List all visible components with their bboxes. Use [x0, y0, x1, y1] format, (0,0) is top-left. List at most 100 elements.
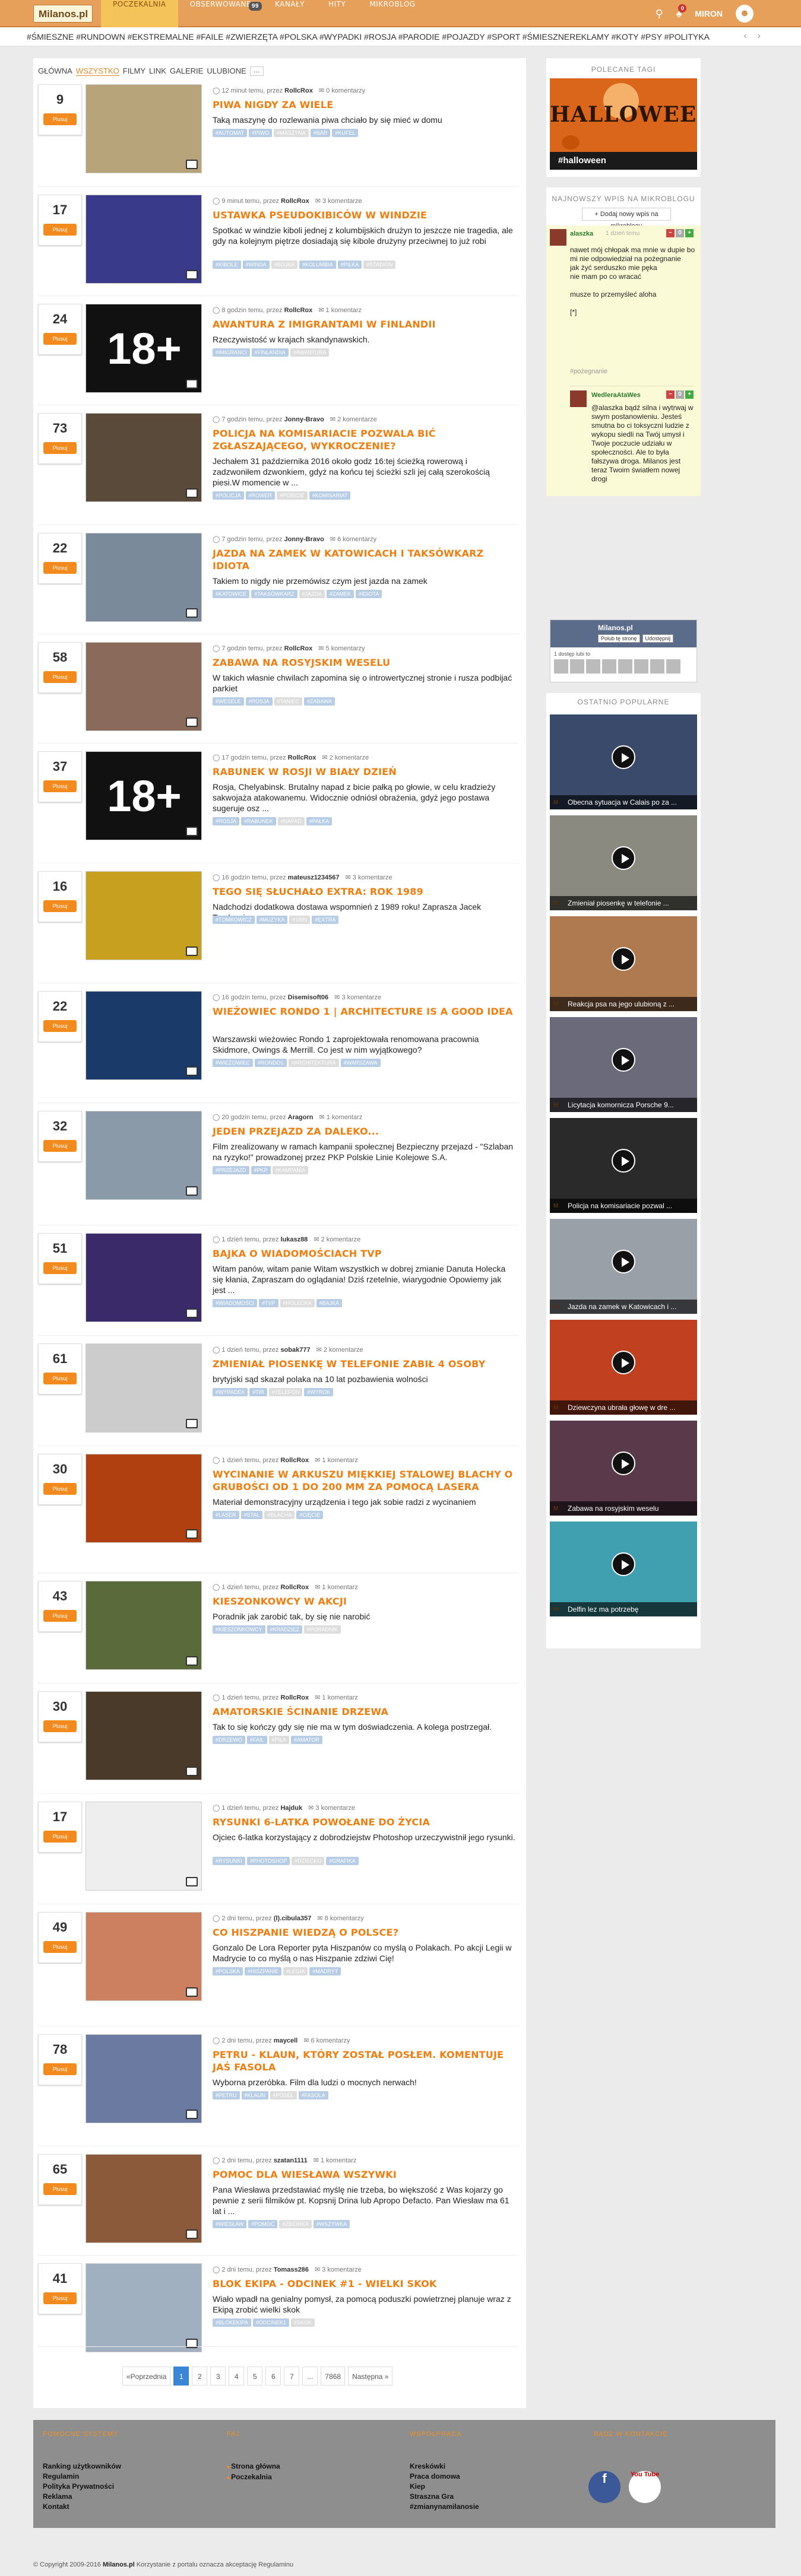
- post-thumbnail[interactable]: [86, 1343, 202, 1432]
- chevron-left-icon[interactable]: ‹: [743, 31, 758, 41]
- post-thumbnail[interactable]: [86, 1233, 202, 1322]
- post-tag[interactable]: #ARCHITEKTURA: [288, 1059, 339, 1067]
- copyright-brand[interactable]: Milanos.pl: [102, 2561, 135, 2568]
- post-tag[interactable]: #AWANTURA: [290, 348, 330, 357]
- post-tag[interactable]: #ROSJA: [213, 817, 240, 825]
- post-title[interactable]: AWANTURA Z IMIGRANTAMI W FINLANDII: [213, 319, 436, 330]
- vote-button[interactable]: Plusuj: [43, 1610, 77, 1622]
- vote-button[interactable]: Plusuj: [43, 1831, 77, 1843]
- post-author[interactable]: szatan1111: [273, 2157, 308, 2164]
- post-tag[interactable]: #WIADOMOŚCI: [213, 1299, 258, 1307]
- vote-button[interactable]: Plusuj: [43, 1941, 77, 1953]
- post-title[interactable]: POMOC DLA WIESŁAWA WSZYWKI: [213, 2169, 397, 2180]
- footer-link[interactable]: Polityka Prywatności: [43, 2482, 115, 2491]
- post-tag[interactable]: #GRAFIKA: [326, 1857, 359, 1865]
- post-tag[interactable]: #TIR: [249, 1388, 267, 1396]
- post-author[interactable]: Disemisoft06: [287, 994, 329, 1001]
- avatar[interactable]: [550, 229, 566, 246]
- fb-page-name[interactable]: Milanos.pl: [598, 624, 633, 632]
- post-thumbnail[interactable]: [86, 533, 202, 622]
- post-tag[interactable]: #BLACHA: [264, 1511, 295, 1519]
- comment-count[interactable]: 1 komentarz: [322, 1457, 358, 1464]
- post-title[interactable]: JAZDA NA ZAMEK W KATOWICACH I TAKSÓWKARZ…: [213, 548, 484, 571]
- post-author[interactable]: maycell: [273, 2037, 298, 2044]
- filter-more-button[interactable]: …: [249, 66, 264, 76]
- post-tag[interactable]: #KIESZONKOWCY: [213, 1625, 265, 1634]
- post-title[interactable]: ZABAWA NA ROSYJSKIM WESELU: [213, 657, 391, 668]
- footer-link[interactable]: Strona główna: [227, 2461, 280, 2472]
- post-author[interactable]: Tomass286: [273, 2266, 309, 2273]
- post-tag[interactable]: #BLOKEKIPA: [213, 2318, 251, 2327]
- popular-video[interactable]: MZmieniał piosenkę w telefonie ...: [550, 815, 697, 910]
- post-tag[interactable]: #PORADNIK: [304, 1625, 341, 1634]
- play-icon[interactable]: [612, 1451, 635, 1475]
- play-icon[interactable]: [612, 745, 635, 769]
- pager-page[interactable]: 5: [247, 2367, 263, 2386]
- post-tag[interactable]: #EXTRA: [312, 916, 339, 924]
- post-title[interactable]: JEDEN PRZEJAZD ZA DALEKO...: [213, 1126, 379, 1137]
- post-tag[interactable]: #RYSUNKI: [213, 1857, 245, 1865]
- vote-button[interactable]: Plusuj: [43, 1720, 77, 1732]
- avatar[interactable]: ☻: [736, 5, 753, 23]
- post-tag[interactable]: #IMIGRANCI: [213, 348, 250, 357]
- post-tag[interactable]: #KAMPANIA: [272, 1166, 309, 1174]
- post-tag[interactable]: #AUTOMAT: [213, 129, 248, 137]
- post-tag[interactable]: #FINLANDIA: [251, 348, 289, 357]
- fb-like-button[interactable]: Polub tę stronę: [598, 634, 640, 643]
- comment-count[interactable]: 3 komentarze: [322, 198, 362, 205]
- comment-count[interactable]: 2 komentarze: [323, 1346, 363, 1354]
- bell-icon[interactable]: ♠ 0: [676, 4, 687, 20]
- pager-prev[interactable]: «Poprzednia: [122, 2367, 171, 2386]
- post-title[interactable]: RABUNEK W ROSJI W BIAŁY DZIEŃ: [213, 766, 397, 777]
- post-thumbnail[interactable]: [86, 642, 202, 731]
- comment-count[interactable]: 2 komentarze: [321, 1236, 361, 1243]
- post-tag[interactable]: #ODCINEK1: [252, 2318, 289, 2327]
- post-tag[interactable]: #PRZEJAZD: [213, 1166, 249, 1174]
- minus-icon[interactable]: −: [666, 229, 675, 237]
- post-author[interactable]: RollcRox: [284, 307, 313, 314]
- vote-button[interactable]: Plusuj: [43, 1262, 77, 1274]
- vote-button[interactable]: Plusuj: [43, 1140, 77, 1152]
- filter-glowna[interactable]: GŁÓWNA: [38, 66, 72, 75]
- popular-video[interactable]: MZabawa na rosyjskim weselu: [550, 1421, 697, 1516]
- site-logo[interactable]: Milanos.pl: [33, 5, 93, 23]
- vote-button[interactable]: Plusuj: [43, 333, 77, 345]
- post-tag[interactable]: #DZIECKO: [292, 1857, 325, 1865]
- comment-count[interactable]: 1 komentarz: [322, 1584, 358, 1591]
- post-tag[interactable]: #PHOTOSHOP: [246, 1857, 290, 1865]
- post-tag[interactable]: #KIBOLE: [213, 261, 241, 269]
- post-tag[interactable]: #WIESŁAW: [213, 2220, 247, 2228]
- pager-page[interactable]: 2: [192, 2367, 208, 2386]
- post-tag[interactable]: #TVP: [259, 1299, 278, 1307]
- comment-count[interactable]: 2 komentarze: [337, 416, 377, 423]
- play-icon[interactable]: [612, 846, 635, 870]
- post-tag[interactable]: #FASOLA: [298, 2091, 328, 2099]
- chevron-right-icon[interactable]: ›: [757, 31, 771, 41]
- pager-page[interactable]: 1: [173, 2367, 189, 2386]
- post-tag[interactable]: #STAL: [240, 1511, 263, 1519]
- post-title[interactable]: POLICJA NA KOMISARIACIE POZWALA BIĆ ZGŁA…: [213, 428, 436, 452]
- post-title[interactable]: WIEŻOWIEC RONDO 1 | ARCHITECTURE IS A GO…: [213, 1006, 513, 1017]
- post-thumbnail[interactable]: [86, 84, 202, 173]
- filter-galerie[interactable]: GALERIE: [169, 66, 204, 75]
- popular-tags[interactable]: #ŚMIESZNE #RUNDOWN #EKSTREMALNE #FAILE #…: [27, 32, 710, 42]
- post-author[interactable]: Hajduk: [280, 1805, 303, 1812]
- post-tag[interactable]: #WSZYWKA: [313, 2220, 350, 2228]
- vote-button[interactable]: Plusuj: [43, 780, 77, 792]
- vote-button[interactable]: Plusuj: [43, 224, 77, 236]
- comment-count[interactable]: 3 komentarze: [352, 874, 392, 881]
- post-tag[interactable]: #ZBIÓRKA: [279, 2220, 312, 2228]
- popular-video[interactable]: MObecna sytuacja w Calais po za ...: [550, 714, 697, 809]
- footer-link[interactable]: Regulamin: [43, 2472, 80, 2480]
- post-author[interactable]: RollcRox: [284, 87, 313, 94]
- comment-count[interactable]: 2 komentarze: [329, 754, 369, 761]
- post-thumbnail[interactable]: [86, 991, 202, 1080]
- post-thumbnail[interactable]: [86, 1111, 202, 1200]
- pager-page[interactable]: 4: [229, 2367, 245, 2386]
- pager-last[interactable]: 7868: [321, 2367, 346, 2386]
- post-tag[interactable]: #IDIOTA: [356, 590, 382, 598]
- vote-button[interactable]: Plusuj: [43, 562, 77, 574]
- post-author[interactable]: RollcRox: [280, 1584, 309, 1591]
- post-title[interactable]: TEGO SIĘ SŁUCHAŁO EXTRA: ROK 1989: [213, 886, 423, 897]
- post-thumbnail[interactable]: [86, 2034, 202, 2123]
